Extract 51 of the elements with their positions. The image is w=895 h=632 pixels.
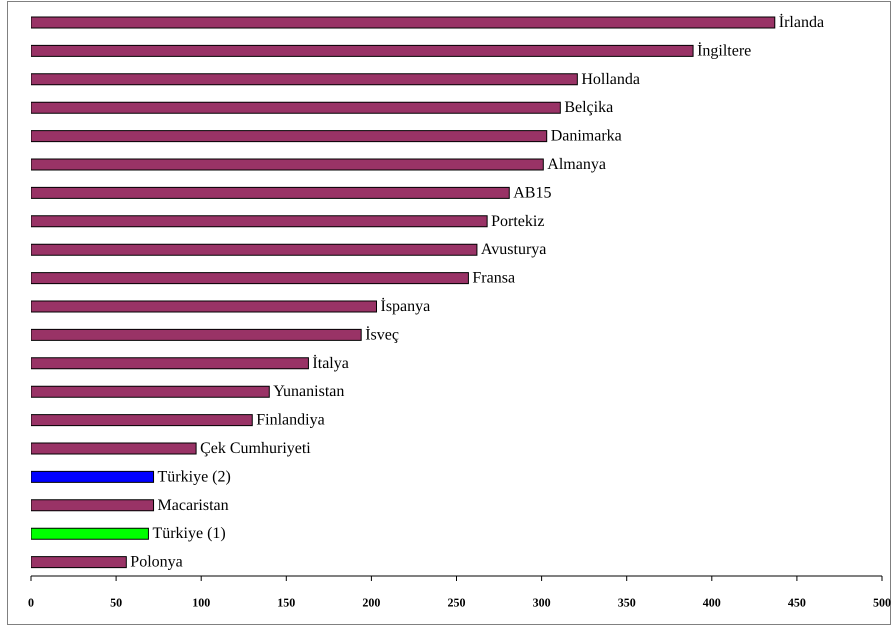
- y-tick-label: İngiltere: [697, 41, 752, 60]
- bar: [31, 414, 253, 426]
- bar: [31, 528, 149, 540]
- y-tick-label: Hollanda: [581, 70, 640, 88]
- bar: [31, 470, 154, 483]
- bar: [31, 499, 154, 512]
- bar: [31, 442, 197, 454]
- y-tick-label: Polonya: [130, 554, 183, 571]
- x-tick-label: 50: [110, 596, 122, 610]
- y-tick-label: Portekiz: [491, 212, 544, 230]
- y-tick-label: Yunanistan: [273, 383, 344, 400]
- y-tick-label: Belçika: [564, 99, 614, 116]
- x-tick-label: 0: [28, 596, 34, 610]
- x-tick-label: 500: [873, 596, 891, 610]
- y-tick-label: İspanya: [380, 297, 430, 315]
- x-tick-label: 400: [702, 596, 721, 610]
- y-tick-label: Finlandiya: [256, 412, 325, 429]
- x-tick-label: 250: [448, 596, 466, 610]
- bar: [31, 357, 309, 370]
- y-tick-label: Çek Cumhuriyeti: [200, 440, 312, 457]
- bar: [31, 44, 694, 57]
- y-tick-label: Türkiye (2): [158, 468, 231, 486]
- x-tick-label: 300: [532, 596, 551, 610]
- x-tick-label: 100: [192, 596, 210, 610]
- y-tick-label: Fransa: [472, 270, 516, 287]
- bar: [31, 386, 270, 398]
- y-tick-label: İrlanda: [778, 13, 824, 31]
- bar: [31, 272, 469, 284]
- y-tick-label: AB15: [513, 184, 552, 202]
- x-tick-label: 150: [277, 596, 296, 610]
- bar: [31, 73, 578, 86]
- bar: [31, 215, 488, 228]
- bar: [31, 556, 127, 568]
- bar: [31, 244, 478, 256]
- y-tick-label: Danimarka: [550, 128, 622, 145]
- y-tick-label: Macaristan: [158, 496, 229, 514]
- x-tick-label: 350: [618, 596, 636, 610]
- y-tick-label: Almanya: [547, 156, 606, 173]
- bar: [31, 300, 378, 312]
- bar: [31, 328, 362, 341]
- bar: [31, 186, 510, 199]
- x-tick-label: 200: [362, 596, 380, 610]
- y-tick-label: İsveç: [365, 325, 399, 344]
- y-tick-label: İtalya: [312, 354, 349, 372]
- bar: [31, 158, 544, 170]
- x-tick-label: 450: [788, 596, 806, 610]
- bar: [31, 102, 561, 114]
- bar: [31, 16, 776, 28]
- y-tick-label: Avusturya: [480, 241, 546, 258]
- bar: [31, 130, 548, 142]
- y-tick-label: Türkiye (1): [152, 525, 226, 542]
